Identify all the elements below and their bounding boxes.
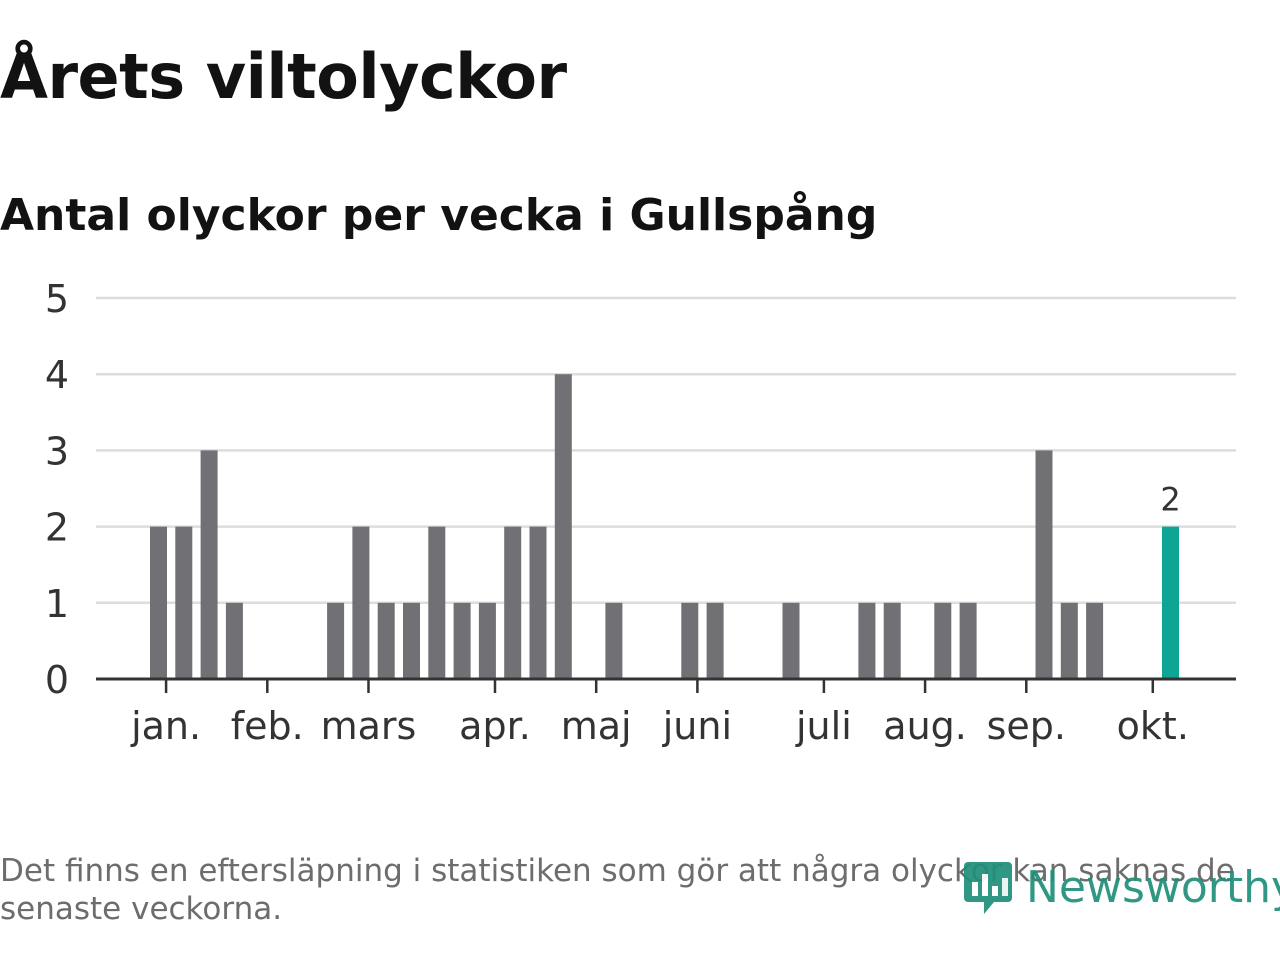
y-tick-label: 5	[45, 277, 69, 321]
y-tick-label: 2	[45, 506, 69, 550]
y-tick-label: 3	[45, 429, 69, 473]
bar	[175, 526, 193, 679]
logo-text: Newsworthy	[1026, 861, 1280, 913]
y-tick-label: 0	[45, 658, 69, 702]
bar	[504, 526, 522, 679]
bar	[403, 602, 420, 679]
bar	[377, 602, 395, 679]
x-tick-label: apr.	[459, 704, 531, 748]
bar	[706, 602, 724, 679]
bar	[1035, 450, 1053, 679]
bar	[150, 526, 167, 679]
bar	[225, 602, 243, 679]
bar	[478, 602, 496, 679]
bar	[352, 526, 370, 679]
bar	[327, 602, 345, 679]
y-tick-label: 4	[45, 353, 69, 397]
chart-subtitle: Antal olyckor per vecka i Gullspång	[0, 190, 878, 241]
bar	[681, 602, 699, 679]
x-tick-label: sep.	[987, 704, 1066, 748]
bar	[200, 450, 218, 679]
bar	[934, 602, 952, 679]
x-tick-label: maj	[561, 704, 632, 748]
x-tick-label: okt.	[1117, 704, 1189, 748]
bar	[428, 526, 446, 679]
x-tick-label: aug.	[883, 704, 967, 748]
newsworthy-logo: Newsworthy	[962, 858, 1280, 916]
footnote: Det finns en eftersläpning i statistiken…	[0, 853, 1235, 927]
bar	[453, 602, 471, 679]
bar	[554, 374, 572, 679]
bar	[605, 602, 623, 679]
bar	[529, 526, 547, 679]
x-tick-label: feb.	[231, 704, 304, 748]
y-tick-label: 1	[45, 582, 69, 626]
bar-chart: 0 1 2 3 4 5 2 jan. feb. mars apr. maj juni juli aug. se…	[45, 277, 1236, 748]
bar-chart-icon	[964, 862, 1012, 914]
bar-highlight	[1162, 526, 1179, 679]
chart-title: Årets viltolyckor	[0, 40, 567, 113]
x-tick-label: mars	[321, 704, 417, 748]
bar	[858, 602, 876, 679]
x-tick-label: jan.	[130, 704, 201, 748]
bar	[883, 602, 901, 679]
bar	[959, 602, 977, 679]
bar-data-label: 2	[1160, 481, 1180, 519]
bar	[1086, 602, 1104, 679]
bar	[1060, 602, 1078, 679]
x-tick-label: juli	[795, 704, 852, 748]
x-tick-label: juni	[662, 704, 732, 748]
bar	[782, 602, 800, 679]
